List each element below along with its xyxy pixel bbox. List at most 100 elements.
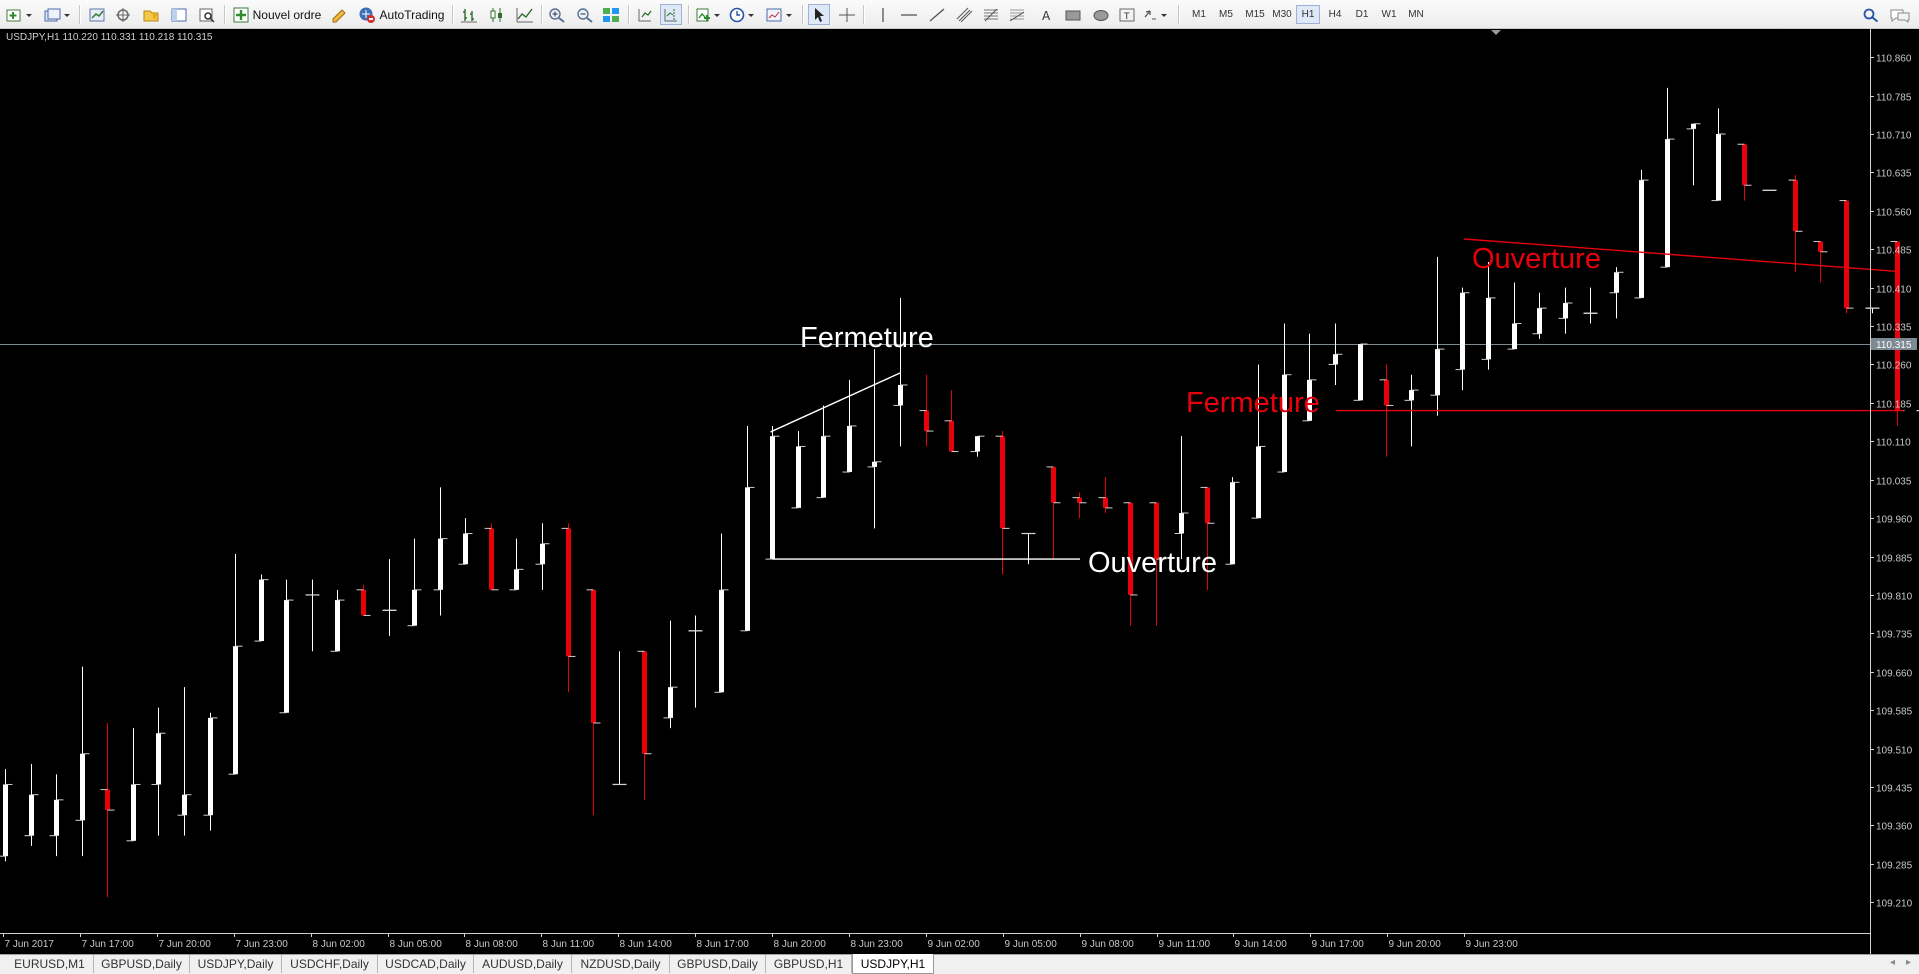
price-axis-label: 109.735 [1876, 630, 1913, 641]
candle-body-bull [898, 384, 903, 406]
metaeditor-icon[interactable] [328, 4, 350, 25]
timeframe-h1[interactable]: H1 [1296, 5, 1320, 24]
chart-tab[interactable]: GBPUSD,H1 [766, 955, 852, 973]
autotrading-label: AutoTrading [379, 7, 445, 22]
crosshair-icon[interactable] [836, 4, 858, 25]
new-chart-icon[interactable] [4, 4, 36, 25]
search-icon[interactable] [1860, 4, 1882, 25]
price-axis-label: 110.785 [1876, 93, 1912, 104]
timeframe-d1[interactable]: D1 [1355, 9, 1369, 20]
navigator-icon[interactable] [112, 4, 134, 25]
ellipse-icon[interactable] [1090, 4, 1112, 25]
chat-icon[interactable] [1888, 4, 1912, 25]
trendline-icon[interactable] [926, 4, 948, 25]
autotrading-button[interactable]: AutoTrading [354, 4, 448, 25]
candle-body-bull [719, 589, 724, 693]
vertical-line-icon[interactable] [872, 4, 894, 25]
fibonacci-icon[interactable] [980, 4, 1002, 25]
time-axis-label: 8 Jun 05:00 [390, 939, 443, 950]
templates-icon[interactable] [764, 4, 796, 25]
gann-icon[interactable] [1006, 4, 1028, 25]
candle-body-bear [1844, 200, 1849, 309]
chart-tab[interactable]: USDJPY,Daily [190, 955, 282, 973]
time-axis-label: 7 Jun 17:00 [82, 939, 135, 950]
equidistant-channel-icon[interactable] [954, 4, 976, 25]
timeframe-m30[interactable]: M30 [1272, 9, 1292, 20]
chart-tab[interactable]: AUDUSD,Daily [474, 955, 572, 973]
bar-chart-icon[interactable] [458, 4, 480, 25]
arrows-icon[interactable] [1142, 4, 1172, 25]
price-axis-label: 110.710 [1876, 131, 1912, 142]
candle-body-bear [105, 789, 110, 811]
time-axis-label: 7 Jun 20:00 [159, 939, 212, 950]
auto-scroll-icon[interactable] [634, 4, 656, 25]
new-order-button[interactable]: Nouvel ordre [230, 4, 324, 25]
candle-body-bear [1128, 502, 1133, 595]
chart-tab[interactable]: USDCHF,Daily [282, 955, 378, 973]
rectangle-icon[interactable] [1062, 4, 1084, 25]
candle-body-bull [1716, 133, 1721, 201]
chart-shift-icon[interactable] [660, 4, 682, 25]
candle-body-bull [1639, 180, 1644, 298]
candle-body-bear [591, 589, 596, 724]
line-chart-icon[interactable] [514, 4, 536, 25]
timeframe-m15[interactable]: M15 [1245, 9, 1265, 20]
candle-body-bear [924, 410, 929, 432]
candle-body-bull [1282, 374, 1287, 473]
timeframe-mn[interactable]: MN [1408, 9, 1424, 20]
candle-body-bull [3, 784, 8, 857]
price-axis-label: 109.885 [1876, 554, 1913, 565]
text-icon[interactable]: A [1036, 4, 1058, 25]
candle-body-bull [1358, 343, 1363, 401]
candlesticks-icon[interactable] [486, 4, 508, 25]
chart-tab[interactable]: GBPUSD,Daily [94, 955, 190, 973]
zoom-in-icon[interactable] [546, 4, 568, 25]
chart-tab[interactable]: USDCAD,Daily [378, 955, 474, 973]
favorites-icon[interactable] [140, 4, 162, 25]
time-axis-label: 8 Jun 14:00 [620, 939, 673, 950]
zoom-out-icon[interactable] [574, 4, 596, 25]
candle-body-bull [1179, 513, 1184, 534]
candle-body-bull [1256, 446, 1261, 519]
tabs-scroll-right-icon[interactable]: ▸ [1906, 957, 1912, 968]
periods-icon[interactable] [728, 4, 758, 25]
indicators-icon[interactable] [694, 4, 724, 25]
timeframe-m1[interactable]: M1 [1192, 9, 1206, 20]
candle-body-bull [1333, 354, 1338, 365]
chart-tab-active[interactable]: USDJPY,H1 [852, 954, 934, 974]
timeframe-m5[interactable]: M5 [1219, 9, 1233, 20]
candle-body-bull [1307, 379, 1312, 421]
time-axis-label: 9 Jun 23:00 [1466, 939, 1519, 950]
tile-windows-icon[interactable] [600, 4, 622, 25]
data-window-icon[interactable] [168, 4, 190, 25]
candlestick-chart[interactable]: 110.860 110.785 110.710 110.635 110.560 110.4… [0, 29, 1919, 954]
candle-body-bear [1051, 466, 1056, 503]
chart-tab[interactable]: GBPUSD,Daily [670, 955, 766, 973]
timeframe-h4[interactable]: H4 [1328, 9, 1342, 20]
candle-body-bull [668, 687, 673, 718]
candle-body-bear [1154, 502, 1159, 560]
price-axis-label: 110.410 [1876, 285, 1912, 296]
chart-window[interactable]: 110.860 110.785 110.710 110.635 110.560 110.4… [0, 29, 1919, 954]
timeframe-w1[interactable]: W1 [1381, 9, 1397, 20]
text-label-icon[interactable]: T [1116, 4, 1138, 25]
price-axis-label: 109.360 [1876, 822, 1913, 833]
cursor-icon[interactable] [808, 4, 830, 25]
candle-body-bull [463, 533, 468, 565]
price-axis-label: 109.285 [1876, 861, 1913, 872]
price-axis-label: 109.960 [1876, 515, 1913, 526]
profiles-icon[interactable] [42, 4, 74, 25]
chart-tab[interactable]: NZDUSD,Daily [572, 955, 670, 973]
time-axis-label: 9 Jun 14:00 [1235, 939, 1288, 950]
time-axis-label: 9 Jun 17:00 [1312, 939, 1365, 950]
horizontal-line-icon[interactable] [898, 4, 920, 25]
candle-body-bull [514, 569, 519, 590]
time-axis-label: 9 Jun 11:00 [1159, 939, 1211, 950]
strategy-tester-icon[interactable] [196, 4, 218, 25]
candle-body-bear [1077, 497, 1082, 503]
candle-body-bull [1563, 303, 1568, 319]
candle-body-bull [80, 753, 85, 821]
tabs-scroll-left-icon[interactable]: ◂ [1890, 957, 1896, 968]
market-watch-icon[interactable] [86, 4, 108, 25]
chart-tab[interactable]: EURUSD,M1 [6, 955, 94, 973]
